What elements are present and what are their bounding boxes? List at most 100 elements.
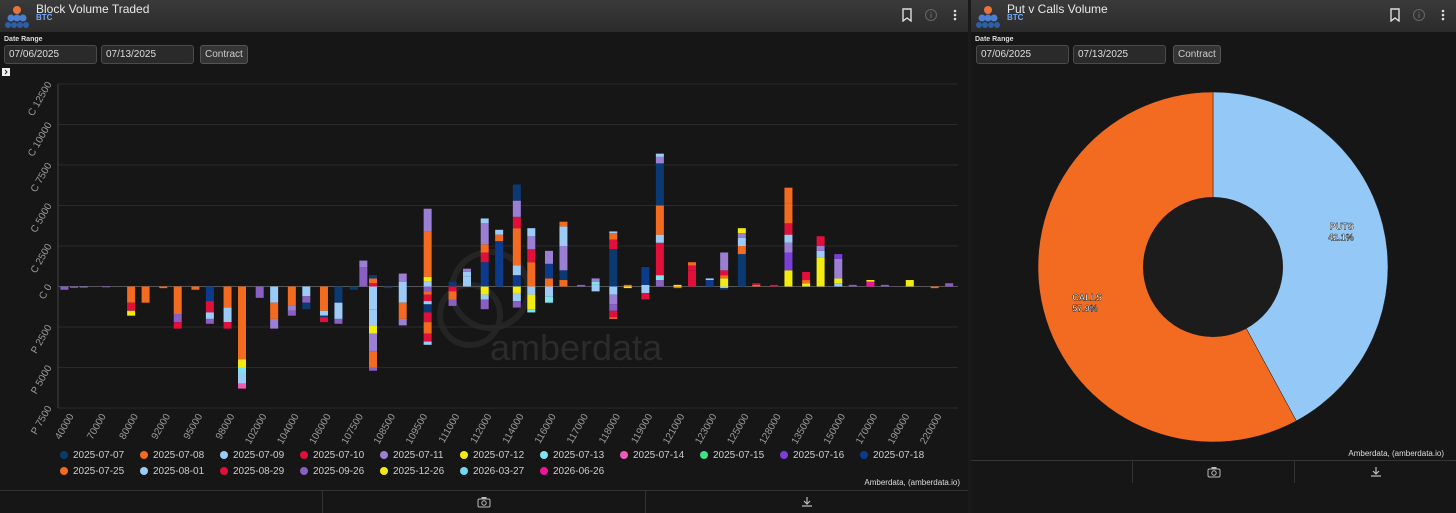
bar-segment[interactable] xyxy=(463,271,472,277)
bar-segment[interactable] xyxy=(945,283,954,287)
bar-segment[interactable] xyxy=(641,286,650,293)
bar-segment[interactable] xyxy=(527,262,536,287)
bar-segment[interactable] xyxy=(559,221,568,227)
bar-segment[interactable] xyxy=(705,278,714,281)
bar-segment[interactable] xyxy=(349,286,358,290)
bar-segment[interactable] xyxy=(802,280,811,284)
legend-item[interactable]: 2025-07-15 xyxy=(700,450,780,461)
bar-segment[interactable] xyxy=(448,286,457,292)
bar-segment[interactable] xyxy=(480,244,489,253)
bar-segment[interactable] xyxy=(609,239,618,250)
bar-segment[interactable] xyxy=(527,236,536,250)
bar-segment[interactable] xyxy=(834,258,843,279)
bar-segment[interactable] xyxy=(544,278,553,287)
bar-segment[interactable] xyxy=(495,241,504,287)
bar-segment[interactable] xyxy=(655,275,664,281)
bar-segment[interactable] xyxy=(688,262,697,266)
bar-segment[interactable] xyxy=(720,270,729,276)
bar-segment[interactable] xyxy=(512,265,521,276)
bar-segment[interactable] xyxy=(238,286,247,360)
bar-segment[interactable] xyxy=(423,286,432,292)
bar-segment[interactable] xyxy=(752,283,761,285)
bar-segment[interactable] xyxy=(448,281,457,287)
bar-segment[interactable] xyxy=(480,299,489,310)
bar-segment[interactable] xyxy=(270,286,279,303)
bar-segment[interactable] xyxy=(141,286,150,303)
bar-segment[interactable] xyxy=(205,301,214,313)
bar-segment[interactable] xyxy=(527,249,536,263)
legend-item[interactable]: 2025-07-14 xyxy=(620,450,700,461)
bar-segment[interactable] xyxy=(512,286,521,293)
bar-segment[interactable] xyxy=(127,310,136,316)
bar-segment[interactable] xyxy=(512,184,521,201)
bar-segment[interactable] xyxy=(930,286,939,289)
bar-segment[interactable] xyxy=(591,284,600,287)
bar-segment[interactable] xyxy=(673,286,682,289)
bar-segment[interactable] xyxy=(270,302,279,319)
bar-segment[interactable] xyxy=(191,286,200,290)
bar-segment[interactable] xyxy=(423,312,432,323)
legend-item[interactable]: 2026-03-27 xyxy=(460,466,540,477)
bar-segment[interactable] xyxy=(866,280,875,282)
bar-segment[interactable] xyxy=(60,286,69,290)
bar-segment[interactable] xyxy=(398,273,407,282)
bar-segment[interactable] xyxy=(688,265,697,271)
bar-segment[interactable] xyxy=(591,281,600,285)
bar-segment[interactable] xyxy=(319,315,328,318)
bar-segment[interactable] xyxy=(559,270,568,281)
bar-segment[interactable] xyxy=(480,218,489,224)
bar-segment[interactable] xyxy=(238,373,247,384)
bar-segment[interactable] xyxy=(559,246,568,271)
bar-segment[interactable] xyxy=(512,216,521,229)
bar-segment[interactable] xyxy=(480,262,489,287)
bar-segment[interactable] xyxy=(423,231,432,277)
bar-segment[interactable] xyxy=(423,341,432,345)
bar-segment[interactable] xyxy=(369,309,377,326)
legend-item[interactable]: 2025-07-25 xyxy=(60,466,140,477)
contract-button[interactable]: Contract xyxy=(1173,45,1221,64)
bar-segment[interactable] xyxy=(527,309,536,313)
bar-segment[interactable] xyxy=(527,294,536,310)
bar-segment[interactable] xyxy=(495,229,504,235)
legend-item[interactable]: 2025-07-18 xyxy=(860,450,940,461)
bar-segment[interactable] xyxy=(544,250,553,264)
bar-segment[interactable] xyxy=(255,286,264,298)
bar-segment[interactable] xyxy=(641,292,650,300)
bar-segment[interactable] xyxy=(623,286,632,289)
bar-segment[interactable] xyxy=(70,286,79,288)
contract-button[interactable]: Contract xyxy=(200,45,248,64)
bar-segment[interactable] xyxy=(369,351,377,368)
bar-segment[interactable] xyxy=(784,252,793,271)
bar-segment[interactable] xyxy=(287,305,296,311)
bar-segment[interactable] xyxy=(423,301,432,305)
bar-segment[interactable] xyxy=(159,286,168,289)
bar-segment[interactable] xyxy=(287,310,296,316)
bar-segment[interactable] xyxy=(866,281,875,287)
bar-segment[interactable] xyxy=(173,314,182,323)
bar-segment[interactable] xyxy=(238,359,247,368)
legend-item[interactable]: 2025-07-08 xyxy=(140,450,220,461)
bar-segment[interactable] xyxy=(591,286,600,292)
bar-segment[interactable] xyxy=(784,223,793,235)
bar-segment[interactable] xyxy=(591,278,600,282)
bar-segment[interactable] xyxy=(369,275,377,279)
legend-item[interactable]: 2026-06-26 xyxy=(540,466,620,477)
bar-segment[interactable] xyxy=(577,284,586,287)
bar-segment[interactable] xyxy=(423,294,432,302)
bar-segment[interactable] xyxy=(737,228,746,234)
bar-segment[interactable] xyxy=(784,187,793,204)
bar-segment[interactable] xyxy=(880,284,889,287)
bar-segment[interactable] xyxy=(238,383,247,389)
bar-segment[interactable] xyxy=(720,288,729,290)
bar-segment[interactable] xyxy=(609,233,618,240)
bar-segment[interactable] xyxy=(398,302,407,319)
bar-segment[interactable] xyxy=(369,333,377,352)
bar-segment[interactable] xyxy=(905,280,914,287)
bar-segment[interactable] xyxy=(705,280,714,287)
bar-segment[interactable] xyxy=(398,318,407,326)
bar-segment[interactable] xyxy=(359,260,368,268)
bar-segment[interactable] xyxy=(802,283,811,287)
bar-segment[interactable] xyxy=(609,286,618,295)
bar-segment[interactable] xyxy=(655,234,664,243)
start-date-input[interactable] xyxy=(976,45,1069,64)
